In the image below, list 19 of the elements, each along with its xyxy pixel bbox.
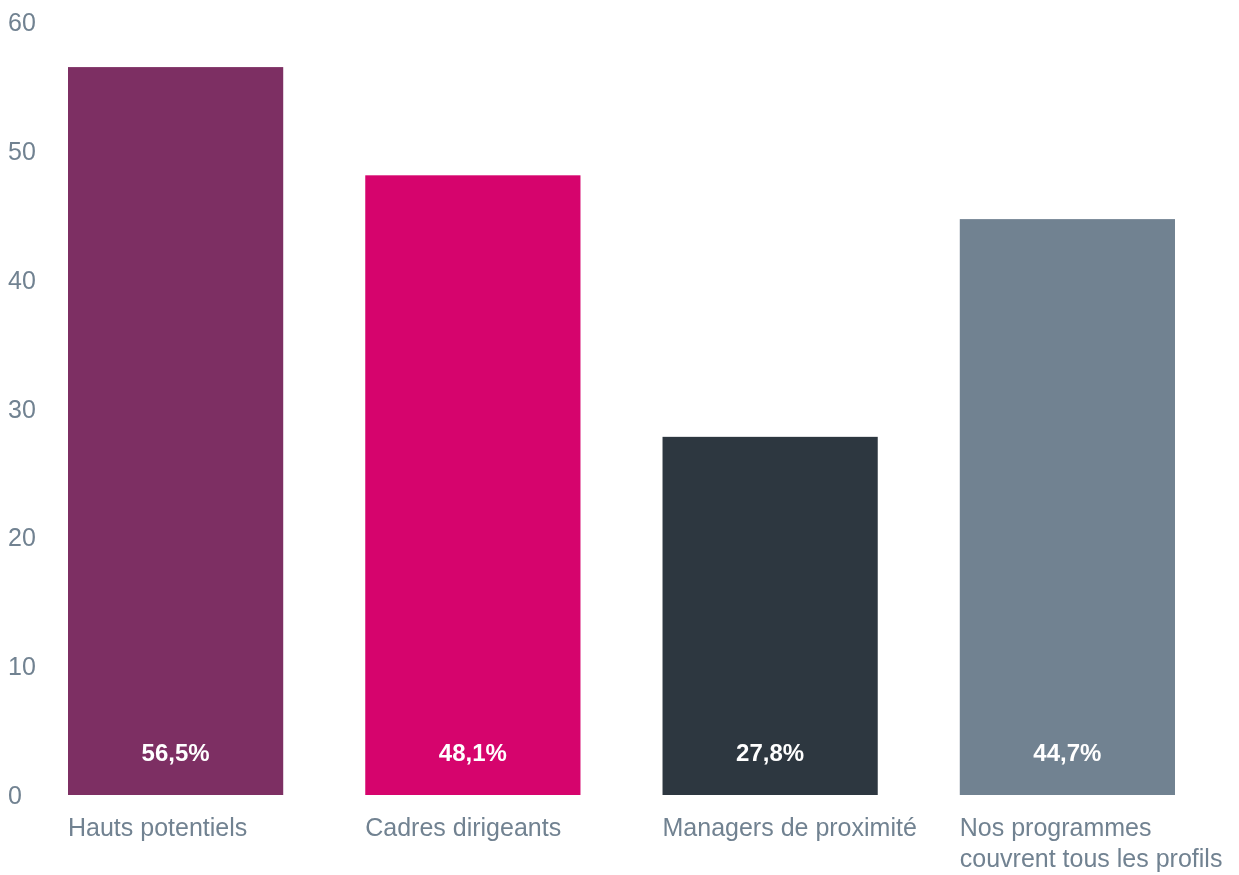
- data-label: 56,5%: [141, 739, 210, 766]
- data-label: 27,8%: [736, 739, 805, 766]
- y-tick-label: 30: [8, 394, 36, 423]
- bar: [662, 436, 878, 795]
- bar: [959, 219, 1175, 795]
- x-tick-label: Cadres dirigeants: [365, 813, 562, 841]
- x-tick-label: Managers de proximité: [662, 813, 917, 841]
- y-tick-label: 40: [8, 265, 36, 294]
- bar: [365, 175, 581, 795]
- y-tick-label: 10: [8, 652, 36, 681]
- y-tick-label: 50: [8, 136, 36, 165]
- x-tick-label: Nos programmes couvrent tous les profils: [959, 813, 1223, 872]
- bar: [68, 67, 284, 795]
- data-label: 48,1%: [438, 739, 507, 766]
- y-tick-label: 60: [8, 8, 36, 36]
- x-tick-label: Hauts potentiels: [68, 813, 248, 841]
- y-tick-label: 0: [8, 781, 22, 809]
- data-label: 44,7%: [1033, 739, 1102, 766]
- y-tick-label: 20: [8, 523, 36, 552]
